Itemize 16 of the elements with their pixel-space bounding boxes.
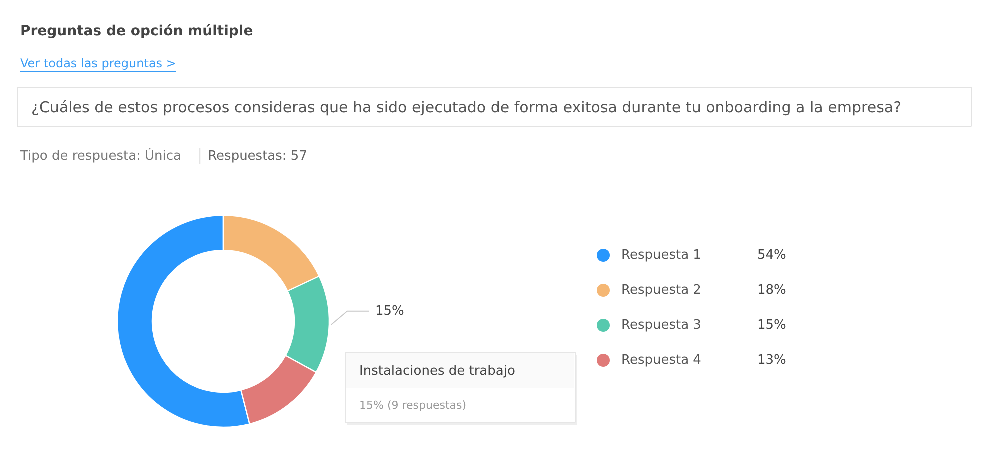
legend-label: Respuesta 4 <box>622 353 702 368</box>
text: Tipo de respuesta: Única <box>20 147 182 164</box>
legend-label: Respuesta 3 <box>622 318 702 333</box>
data-label: 54% <box>758 248 786 263</box>
data-label: 13% <box>758 353 786 368</box>
text: 15% <box>758 318 786 333</box>
text: 15% (9 respuestas) <box>360 399 467 412</box>
legend-label: Respuesta 2 <box>622 283 702 298</box>
chart-subtitle: ¿Cuáles de estos procesos consideras que ha sido ejecutado de forma exitosa durante tu onboarding a la empresa? <box>32 98 902 116</box>
data-label: 18% <box>758 283 786 298</box>
legend-label: Respuesta 1 <box>622 248 702 263</box>
text: Ver todas las preguntas > <box>20 56 176 70</box>
text: Respuestas: 57 <box>208 149 308 164</box>
text: Instalaciones de trabajo <box>360 364 516 379</box>
data-label: 15% <box>375 304 404 319</box>
chart-title: Preguntas de opción múltiple <box>20 24 254 40</box>
